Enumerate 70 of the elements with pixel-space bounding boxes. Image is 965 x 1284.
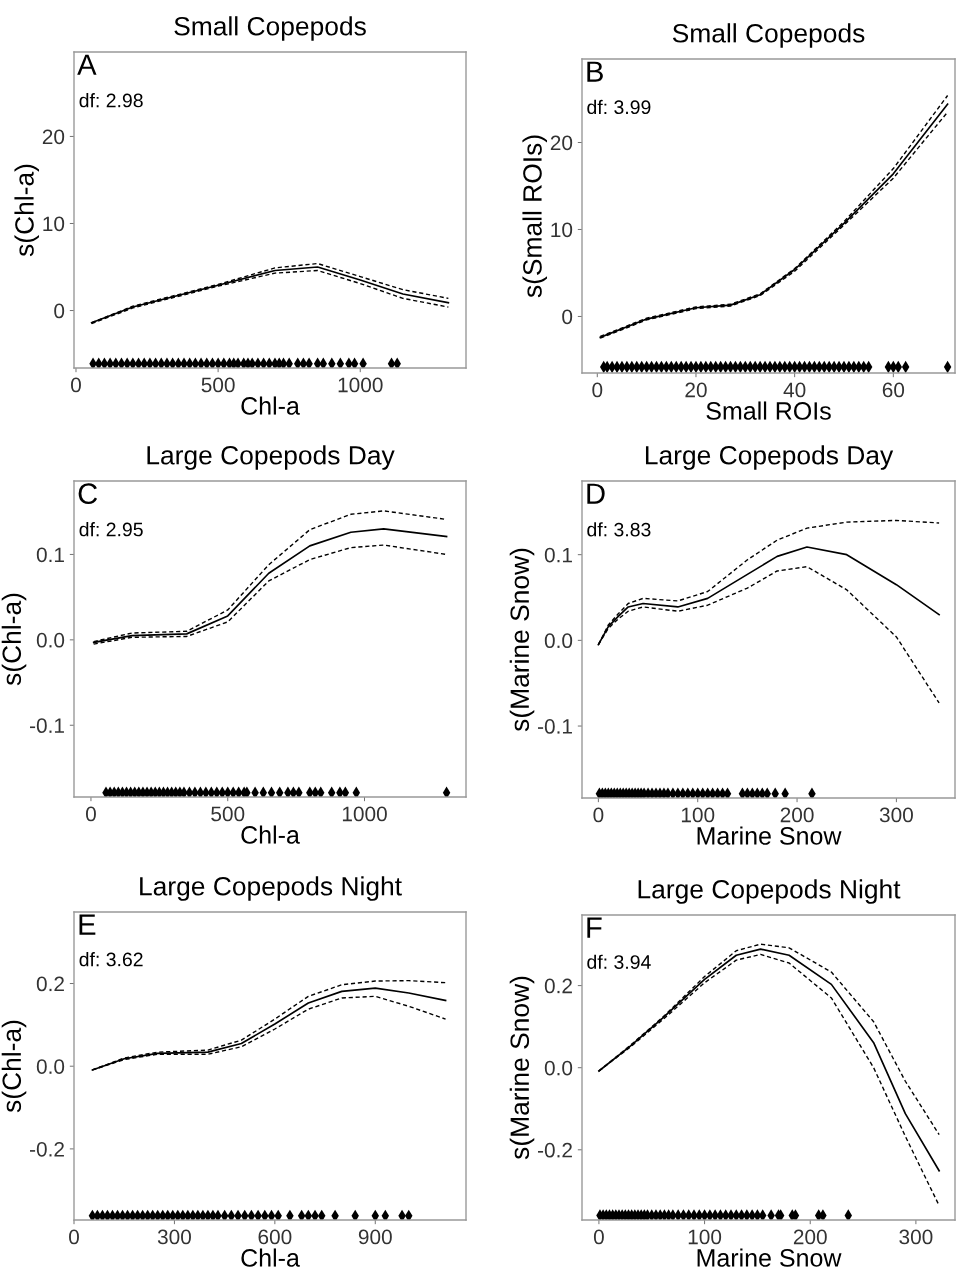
annotation: df: 3.99 bbox=[587, 99, 651, 115]
y-tick-label: 0.1 bbox=[36, 547, 64, 563]
x-axis-title: Small ROIs bbox=[706, 401, 831, 420]
x-tick-label: 900 bbox=[358, 1229, 392, 1245]
x-tick-label: 1000 bbox=[342, 806, 387, 822]
y-tick-label: 0.2 bbox=[544, 978, 572, 994]
annotation: df: 3.62 bbox=[79, 952, 143, 967]
x-axis-title: Chl-a bbox=[241, 1248, 300, 1267]
y-axis-title: s(Small ROIs) bbox=[522, 135, 548, 298]
y-axis-title: s(Chl-a) bbox=[1, 1020, 27, 1113]
x-tick-label: 500 bbox=[211, 806, 245, 822]
y-tick-label: 0 bbox=[54, 303, 65, 319]
annotation: D bbox=[587, 483, 605, 504]
annotation: df: 3.94 bbox=[587, 954, 651, 969]
y-tick-label: 0.1 bbox=[544, 547, 572, 563]
y-tick-label: 20 bbox=[550, 135, 573, 151]
x-tick-label: 200 bbox=[780, 807, 814, 823]
annotation: df: 2.98 bbox=[79, 93, 143, 108]
y-axis-title: s(Marine Snow) bbox=[509, 976, 535, 1160]
chart-title: Large Copepods Day bbox=[645, 445, 894, 470]
y-tick-label: 0.2 bbox=[36, 976, 64, 992]
y-tick-label: -0.2 bbox=[30, 1141, 64, 1157]
y-tick-label: -0.2 bbox=[538, 1142, 572, 1158]
x-tick-label: 60 bbox=[882, 382, 905, 398]
annotation: C bbox=[78, 483, 98, 504]
chart-title: Large Copepods Day bbox=[147, 445, 395, 470]
x-tick-label: 300 bbox=[899, 1229, 933, 1245]
chart-title: Large Copepods Night bbox=[140, 876, 402, 901]
x-tick-label: 0 bbox=[71, 377, 81, 393]
annotation: A bbox=[77, 54, 97, 75]
x-axis-title: Marine Snow bbox=[697, 826, 842, 845]
y-axis-title: s(Chl-a) bbox=[1, 593, 27, 686]
x-tick-label: 0 bbox=[85, 806, 96, 822]
x-axis-title: Marine Snow bbox=[697, 1248, 842, 1267]
y-tick-label: 0.0 bbox=[544, 1060, 573, 1076]
y-tick-label: 0.0 bbox=[36, 632, 65, 648]
y-tick-label: 0.0 bbox=[544, 633, 573, 649]
x-tick-label: 300 bbox=[879, 807, 913, 823]
x-axis-title: Chl-a bbox=[241, 396, 300, 415]
y-tick-label: 0.0 bbox=[36, 1059, 65, 1074]
x-tick-label: 500 bbox=[201, 377, 235, 393]
x-axis-title: Chl-a bbox=[241, 825, 300, 844]
x-tick-label: 0 bbox=[593, 1229, 604, 1245]
x-tick-label: 40 bbox=[783, 382, 806, 398]
annotation: B bbox=[587, 61, 603, 82]
y-tick-label: 20 bbox=[42, 129, 65, 145]
annotation: df: 2.95 bbox=[79, 522, 143, 537]
chart-title: Small Copepods bbox=[672, 23, 865, 48]
annotation: E bbox=[79, 914, 96, 935]
x-tick-label: 0 bbox=[592, 382, 603, 398]
annotation: F bbox=[587, 917, 602, 938]
x-tick-label: 0 bbox=[593, 807, 604, 823]
x-tick-label: 600 bbox=[258, 1229, 292, 1245]
x-tick-label: 100 bbox=[681, 807, 715, 823]
y-axis-title: s(Marine Snow) bbox=[509, 548, 535, 732]
y-axis-title: s(Chl-a) bbox=[14, 164, 40, 257]
y-tick-label: 10 bbox=[43, 216, 65, 232]
y-tick-label: 10 bbox=[551, 222, 573, 238]
y-tick-label: -0.1 bbox=[538, 719, 572, 734]
chart-title: Large Copepods Night bbox=[638, 879, 901, 904]
y-tick-label: -0.1 bbox=[30, 718, 64, 734]
chart-title: Small Copepods bbox=[174, 16, 366, 41]
x-tick-label: 100 bbox=[688, 1229, 722, 1245]
x-tick-label: 200 bbox=[793, 1229, 827, 1245]
y-tick-label: 0 bbox=[562, 309, 573, 325]
annotation: df: 3.83 bbox=[587, 522, 651, 537]
x-tick-label: 1000 bbox=[338, 377, 383, 393]
x-tick-label: 300 bbox=[157, 1229, 191, 1245]
x-tick-label: 0 bbox=[69, 1229, 79, 1245]
x-tick-label: 20 bbox=[685, 382, 707, 398]
